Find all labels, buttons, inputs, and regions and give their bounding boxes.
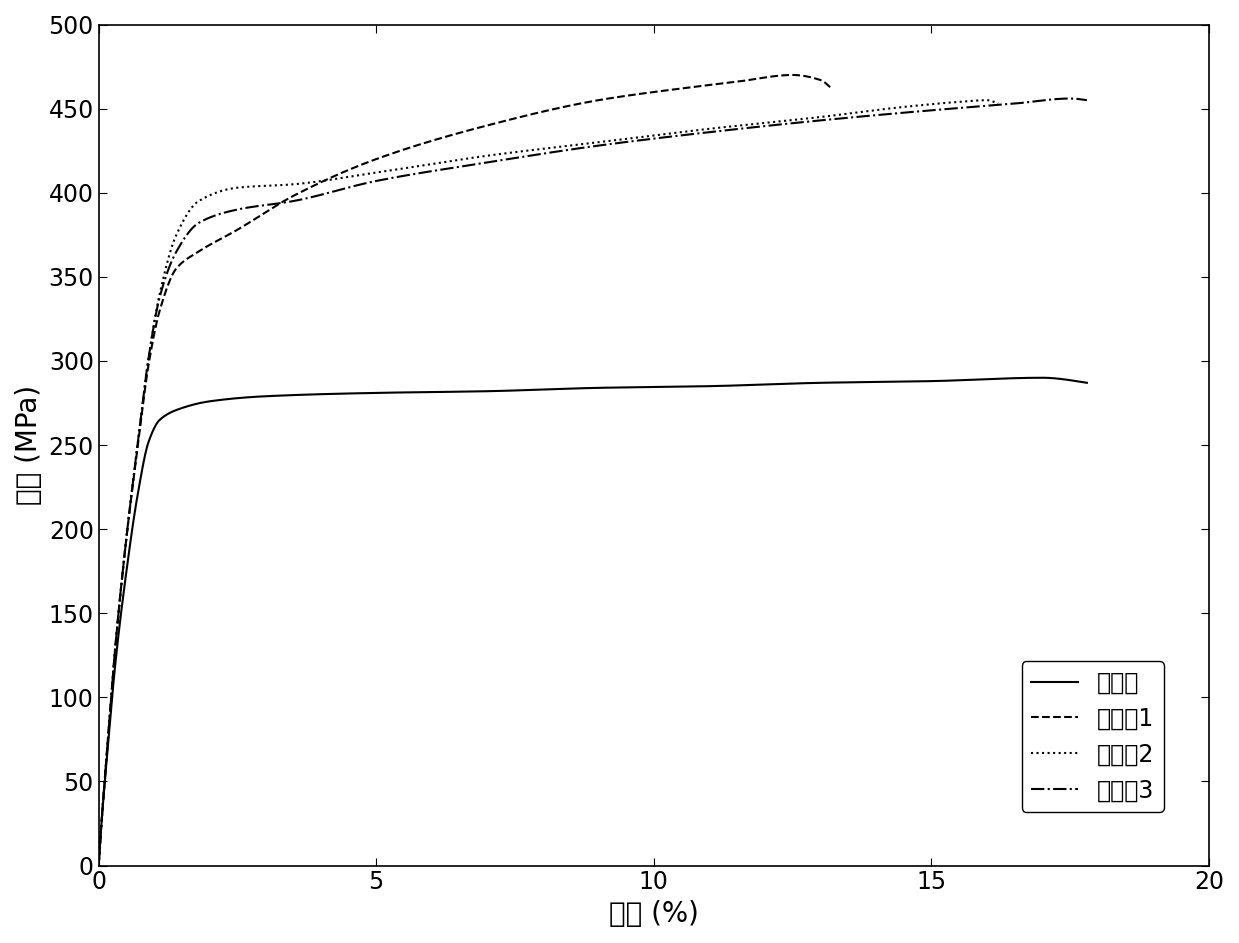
实施例1	[786, 69, 800, 80]
对比例	[527, 384, 541, 395]
Line: 实施例3: 实施例3	[99, 98, 1087, 866]
对比例	[92, 860, 107, 871]
实施例3	[862, 110, 877, 122]
实施例2	[455, 154, 470, 165]
Legend: 对比例, 实施例1, 实施例2, 实施例3: 对比例, 实施例1, 实施例2, 实施例3	[1021, 661, 1163, 812]
实施例2	[487, 149, 502, 160]
对比例	[862, 376, 877, 388]
对比例	[1079, 377, 1094, 389]
实施例3	[1063, 92, 1078, 104]
实施例2	[809, 112, 824, 124]
实施例1	[166, 267, 181, 278]
实施例3	[527, 149, 541, 160]
实施例2	[183, 204, 198, 215]
实施例1	[595, 94, 610, 106]
实施例3	[769, 119, 784, 130]
实施例2	[979, 94, 994, 106]
Y-axis label: 应力 (MPa): 应力 (MPa)	[15, 385, 43, 505]
实施例1	[663, 84, 678, 95]
实施例1	[414, 139, 429, 150]
对比例	[1035, 372, 1049, 384]
实施例3	[92, 860, 107, 871]
实施例2	[793, 113, 808, 124]
Line: 实施例2: 实施例2	[99, 100, 999, 866]
实施例3	[1079, 94, 1094, 106]
实施例2	[709, 123, 724, 134]
Line: 实施例1: 实施例1	[99, 74, 831, 866]
对比例	[192, 397, 207, 408]
对比例	[880, 376, 895, 388]
实施例1	[824, 83, 839, 94]
X-axis label: 应变 (%): 应变 (%)	[608, 900, 699, 928]
实施例2	[991, 98, 1006, 109]
对比例	[491, 386, 506, 397]
实施例3	[880, 108, 895, 120]
实施例1	[676, 83, 691, 94]
实施例2	[92, 860, 107, 871]
实施例3	[491, 155, 506, 166]
对比例	[769, 378, 784, 389]
实施例3	[192, 217, 207, 228]
实施例1	[92, 860, 107, 871]
Line: 对比例: 对比例	[99, 378, 1087, 866]
实施例1	[388, 147, 403, 158]
